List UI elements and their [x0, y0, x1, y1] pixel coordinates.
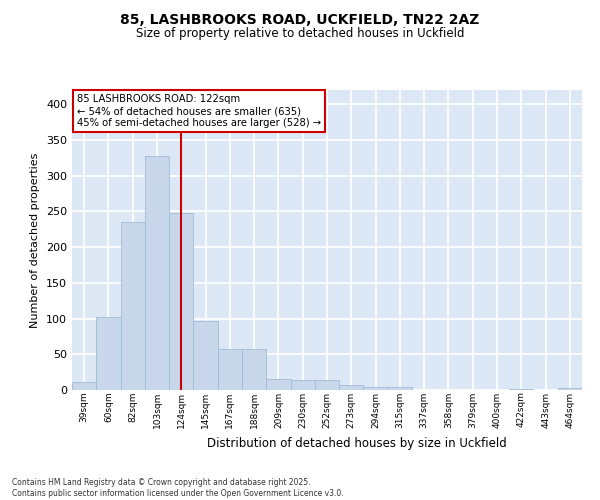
Bar — [193, 322, 218, 390]
Bar — [388, 387, 412, 390]
Bar — [290, 380, 315, 390]
Text: Contains HM Land Registry data © Crown copyright and database right 2025.
Contai: Contains HM Land Registry data © Crown c… — [12, 478, 344, 498]
Bar — [218, 350, 242, 390]
Text: 85, LASHBROOKS ROAD, UCKFIELD, TN22 2AZ: 85, LASHBROOKS ROAD, UCKFIELD, TN22 2AZ — [121, 12, 479, 26]
Bar — [145, 156, 169, 390]
Bar — [242, 350, 266, 390]
Bar — [169, 213, 193, 390]
Bar — [121, 222, 145, 390]
Bar — [364, 387, 388, 390]
Bar — [315, 380, 339, 390]
Bar — [72, 382, 96, 390]
Y-axis label: Number of detached properties: Number of detached properties — [31, 152, 40, 328]
Text: 85 LASHBROOKS ROAD: 122sqm
← 54% of detached houses are smaller (635)
45% of sem: 85 LASHBROOKS ROAD: 122sqm ← 54% of deta… — [77, 94, 321, 128]
Bar — [509, 388, 533, 390]
Bar — [266, 380, 290, 390]
Text: Distribution of detached houses by size in Uckfield: Distribution of detached houses by size … — [207, 438, 507, 450]
Bar — [558, 388, 582, 390]
Bar — [339, 385, 364, 390]
Text: Size of property relative to detached houses in Uckfield: Size of property relative to detached ho… — [136, 28, 464, 40]
Bar — [96, 317, 121, 390]
